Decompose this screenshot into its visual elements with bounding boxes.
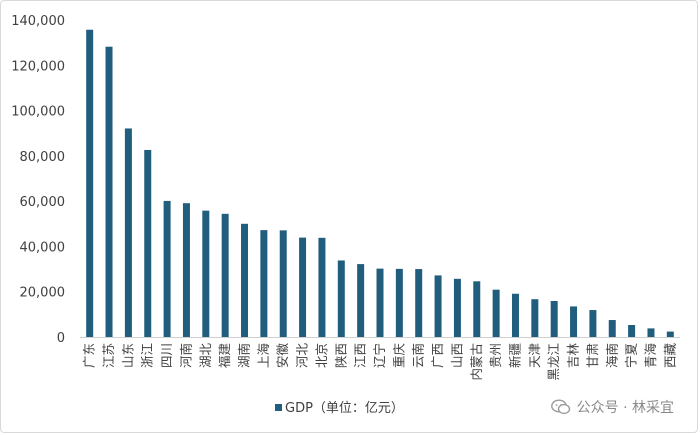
x-tick-label: 山东 xyxy=(120,343,135,368)
y-tick-label: 100,000 xyxy=(11,105,65,120)
x-tick-label: 海南 xyxy=(604,343,619,368)
bar xyxy=(357,264,365,337)
x-tick-label: 浙江 xyxy=(140,343,155,368)
bar xyxy=(628,325,636,337)
x-tick-label: 新疆 xyxy=(507,343,522,368)
x-tick-label: 上海 xyxy=(256,343,271,369)
x-tick-label: 西藏 xyxy=(662,343,677,369)
bar xyxy=(105,46,113,337)
x-tick-label: 黑龙江 xyxy=(546,343,561,381)
legend-swatch xyxy=(275,404,282,411)
bar xyxy=(434,275,442,337)
bar xyxy=(395,268,403,337)
x-tick-label: 甘肃 xyxy=(585,343,600,368)
bar xyxy=(202,210,210,337)
bar xyxy=(182,203,190,337)
x-tick-label: 山西 xyxy=(449,343,464,368)
bar xyxy=(550,301,558,337)
bar xyxy=(241,223,249,337)
bar xyxy=(608,320,616,337)
bar xyxy=(415,269,423,337)
bar xyxy=(589,310,597,337)
x-tick-label: 辽宁 xyxy=(372,343,387,368)
bar xyxy=(570,306,578,337)
bar xyxy=(221,213,229,337)
x-tick-label: 江苏 xyxy=(101,343,116,368)
y-tick-label: 140,000 xyxy=(11,14,65,29)
watermark-text: 公众号 · 林采宜 xyxy=(576,400,674,416)
bar xyxy=(473,281,481,337)
x-axis-labels: 广东 江苏 山东 浙江 四川 河南 湖北 福建 湖南 上海 安徽 河北 北京 陕西 江西 辽宁 重庆 云南 广西 山西… xyxy=(82,343,678,381)
y-axis-labels: 0 20,000 40,000 60,000 80,000 100,000 120,000 1… xyxy=(11,14,65,346)
x-tick-label: 广西 xyxy=(430,343,445,368)
bar xyxy=(124,128,132,337)
bar xyxy=(279,230,287,337)
bar xyxy=(163,200,171,337)
bar xyxy=(531,299,539,337)
x-tick-label: 青海 xyxy=(643,343,658,369)
y-tick-label: 20,000 xyxy=(20,286,66,301)
y-tick-label: 60,000 xyxy=(20,195,66,210)
x-tick-label: 湖北 xyxy=(198,343,213,369)
x-tick-label: 安徽 xyxy=(275,343,290,369)
bar xyxy=(318,237,326,337)
bar xyxy=(337,260,345,337)
x-tick-label: 重庆 xyxy=(391,343,406,369)
bar xyxy=(492,289,500,337)
x-tick-label: 宁夏 xyxy=(624,343,639,369)
bar xyxy=(666,331,674,337)
x-tick-label: 湖南 xyxy=(237,343,252,368)
bar xyxy=(144,149,152,337)
x-tick-label: 河北 xyxy=(295,343,310,369)
x-tick-label: 河南 xyxy=(178,343,193,368)
bar xyxy=(376,268,384,337)
x-tick-label: 云南 xyxy=(411,343,426,368)
x-tick-label: 吉林 xyxy=(566,343,581,369)
wechat-icon xyxy=(550,399,570,415)
x-tick-label: 福建 xyxy=(217,343,232,369)
bar xyxy=(453,278,461,337)
bar xyxy=(299,237,307,337)
watermark: 公众号 · 林采宜 xyxy=(550,397,674,417)
bars xyxy=(86,29,674,338)
y-tick-label: 120,000 xyxy=(11,59,65,74)
x-tick-label: 广东 xyxy=(82,343,97,368)
x-tick-label: 四川 xyxy=(159,343,174,368)
x-tick-label: 贵州 xyxy=(488,343,503,368)
x-tick-label: 天津 xyxy=(527,343,542,368)
y-tick-label: 40,000 xyxy=(20,240,66,255)
bar xyxy=(260,230,268,337)
x-tick-label: 北京 xyxy=(314,343,329,368)
bar xyxy=(86,29,94,338)
x-tick-label: 内蒙古 xyxy=(469,343,484,381)
y-tick-label: 80,000 xyxy=(20,150,66,165)
x-tick-label: 陕西 xyxy=(333,343,348,368)
x-tick-label: 江西 xyxy=(353,343,368,368)
bar xyxy=(511,293,519,337)
y-tick-label: 0 xyxy=(57,331,65,346)
legend-label: GDP（单位：亿元） xyxy=(285,401,404,416)
legend: GDP（单位：亿元） xyxy=(275,401,404,416)
bar xyxy=(647,328,655,337)
